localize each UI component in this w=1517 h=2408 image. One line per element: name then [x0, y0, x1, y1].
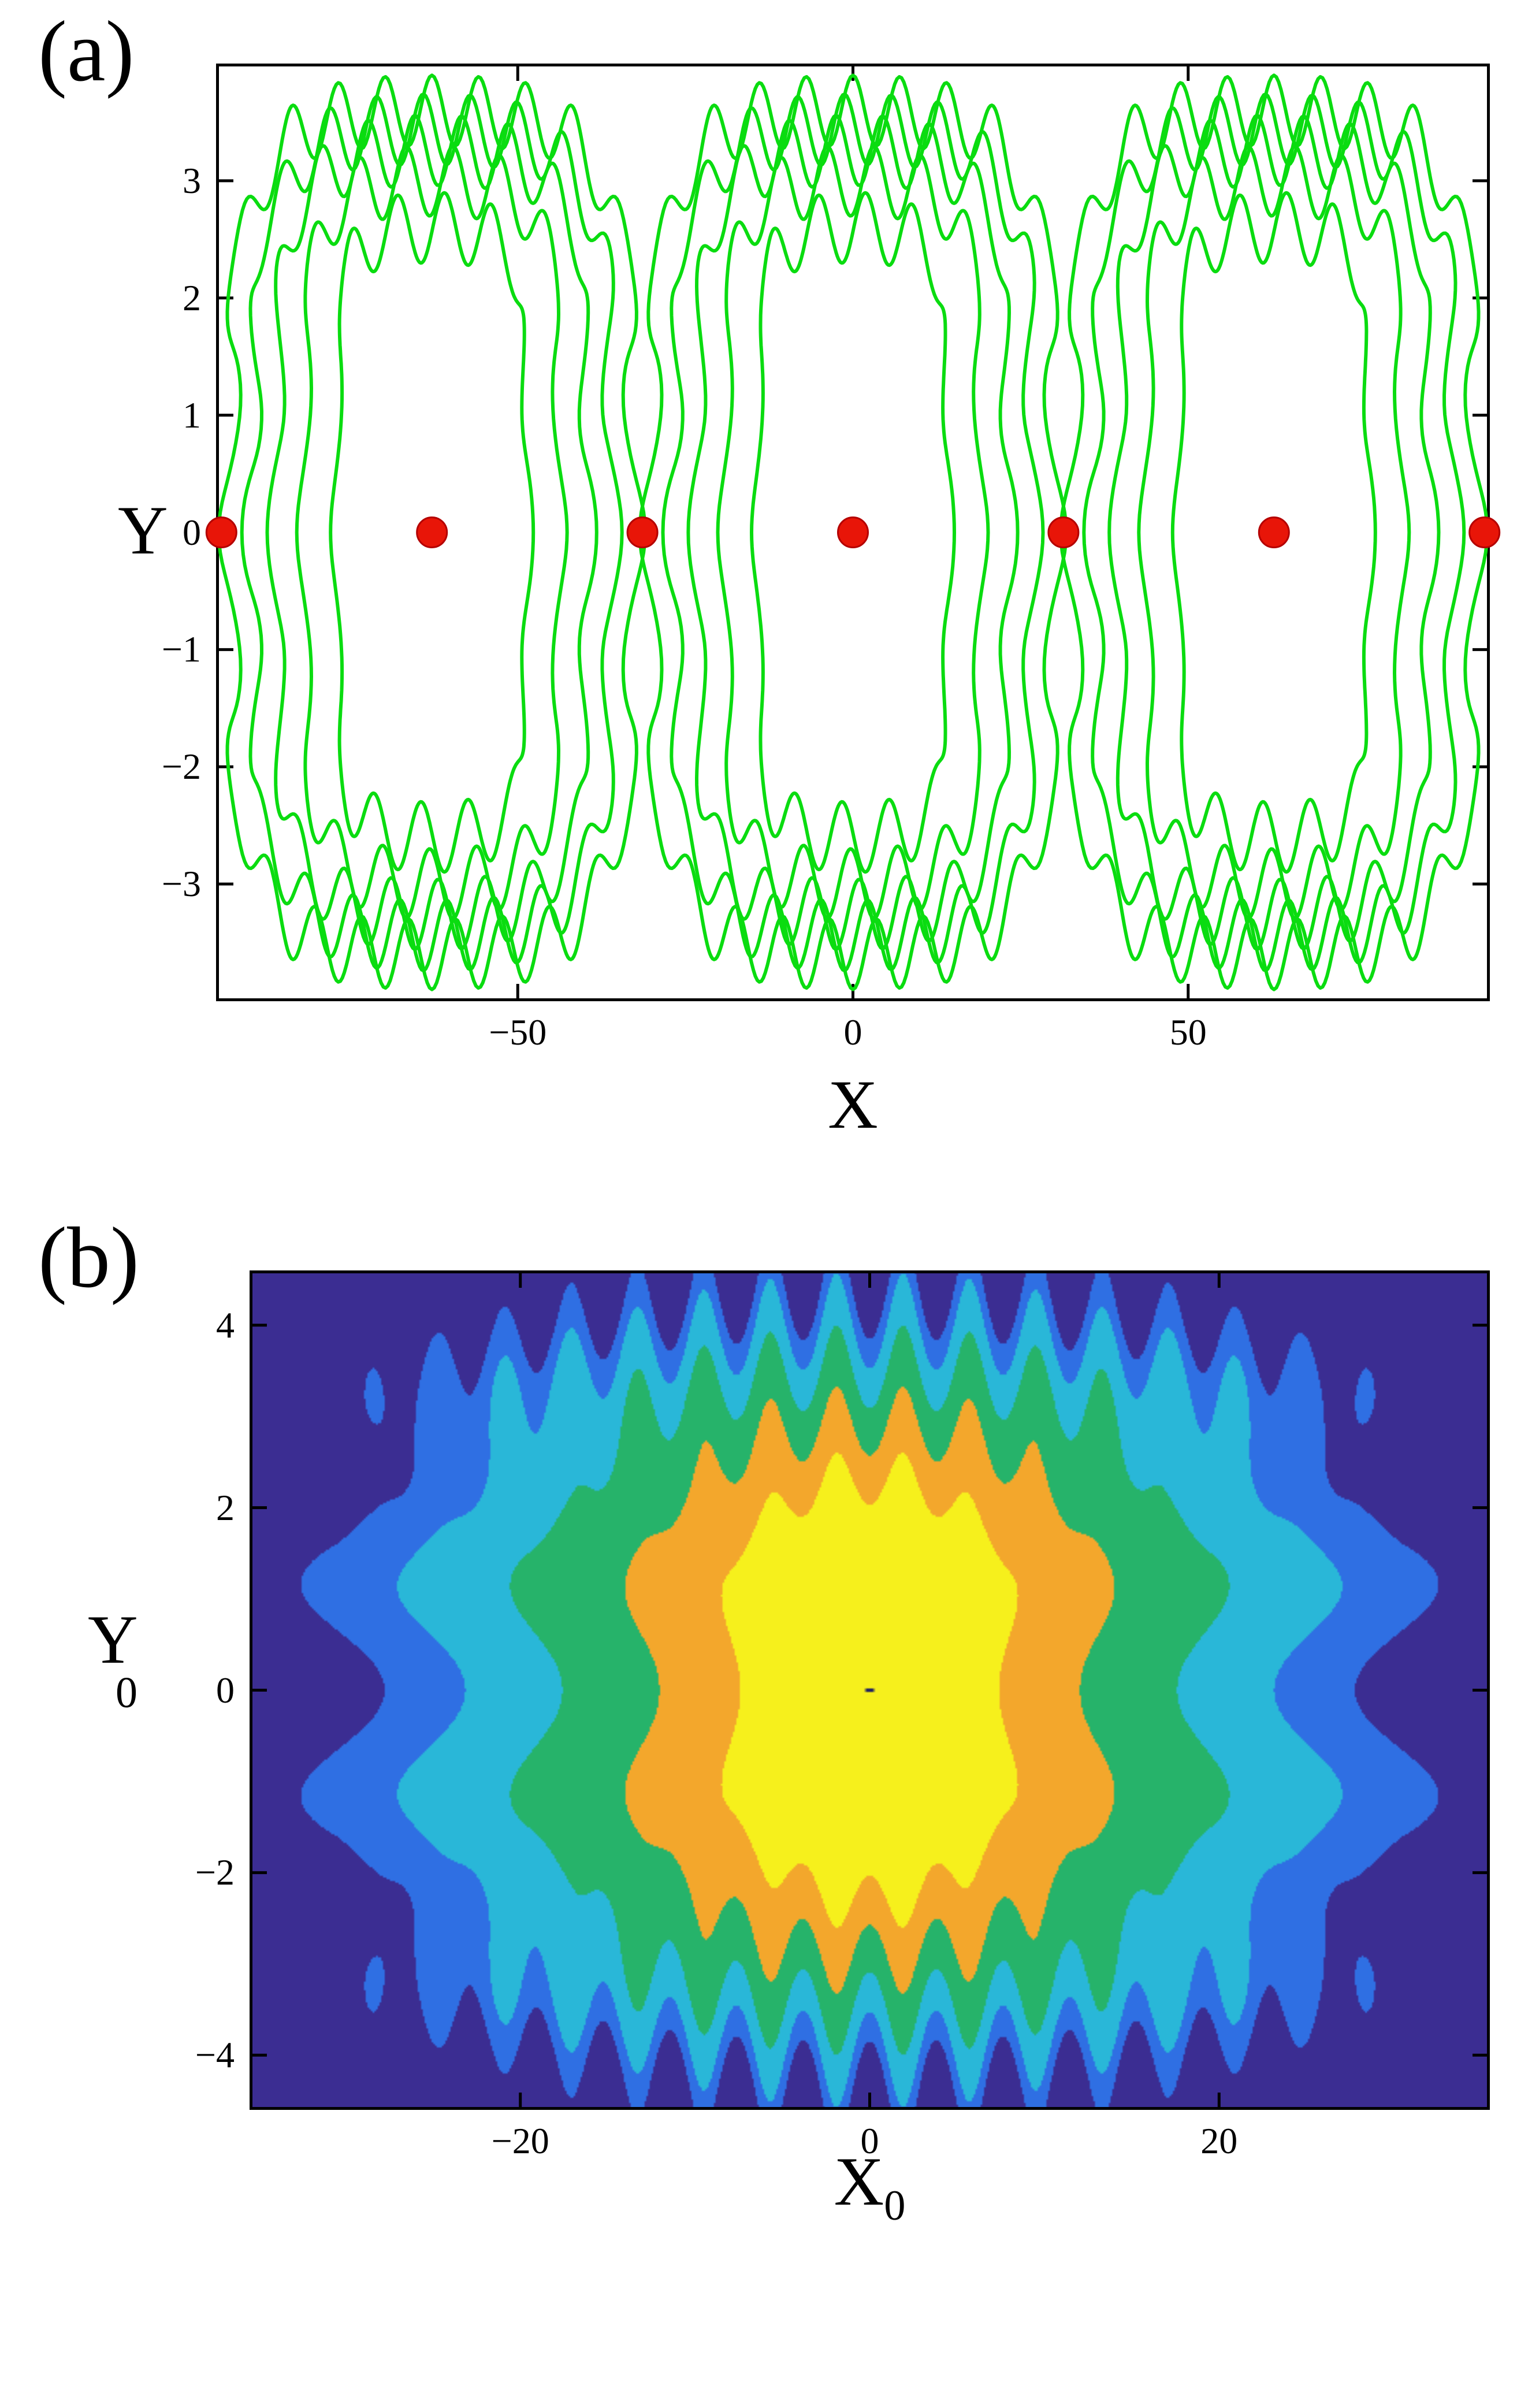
panel-a-y-tick-label: −3 [161, 863, 201, 905]
panel-b-x-tick-label: −20 [491, 2120, 549, 2161]
panel-a-x-tick-label: −50 [489, 1012, 547, 1053]
trajectory-curve [1170, 191, 1377, 874]
panel-b-x-axis-label-subscript: 0 [884, 2182, 906, 2230]
panel-a-y-tick-label: 0 [183, 511, 201, 553]
trajectory-curve [240, 92, 624, 973]
panel-b-label: (b) [38, 1210, 139, 1306]
panel-b-axes-overlay [250, 1270, 1490, 2110]
panel-b-y-tick-label: 4 [216, 1304, 235, 1346]
trajectory-curve [295, 144, 569, 920]
trajectory-curve [686, 113, 1020, 952]
panel-a-y-tick-label: −2 [161, 746, 201, 787]
panel-a-plot-area [205, 64, 1501, 1001]
panel-a-x-axis-label: X [216, 1070, 1490, 1139]
fixed-point-marker [837, 516, 869, 548]
panel-a-y-tick-label: 3 [183, 159, 201, 201]
panel-b-y-tick-label: 2 [216, 1487, 235, 1528]
panel-b-contour-canvas [250, 1270, 1490, 2110]
panel-b-x-tick-label: 0 [860, 2120, 879, 2161]
panel-b-y-tick-label: −2 [195, 1852, 235, 1893]
trajectory-curve [716, 144, 990, 920]
trajectory-curve [661, 92, 1045, 973]
fixed-point-marker [1258, 516, 1290, 548]
panel-b-y-axis-label-text: Y [88, 1601, 138, 1678]
panel-a-label: (a) [38, 3, 135, 99]
panel-a-trajectories-svg [205, 64, 1501, 1001]
panel-b-y-tick-label: −4 [195, 2034, 235, 2076]
panel-a-y-axis-label: Y [118, 496, 168, 565]
trajectory-curve [1107, 113, 1441, 952]
panel-b-y-axis-label-subscript: 0 [116, 1668, 137, 1717]
panel-b-plot-area [250, 1270, 1490, 2110]
trajectory-curve [750, 191, 956, 874]
panel-a-x-axis-label-text: X [828, 1066, 878, 1143]
panel-a-y-tick-label: 2 [183, 277, 201, 318]
fixed-point-marker [416, 516, 448, 548]
axes-box [250, 1270, 1490, 2110]
fixed-point-marker [205, 516, 237, 548]
trajectory-curve [1137, 144, 1411, 920]
trajectory-curve [1082, 92, 1466, 973]
panel-a-y-tick-label: −1 [161, 629, 201, 670]
panel-a-y-axis-label-text: Y [118, 492, 168, 568]
panel-b-y-axis-label: Y 0 [88, 1605, 138, 1715]
fixed-point-marker [1047, 516, 1080, 548]
trajectory-curve [217, 73, 647, 991]
panel-a-y-tick-label: 1 [183, 394, 201, 436]
trajectory-curve [638, 73, 1068, 991]
panel-a-x-tick-label: 0 [843, 1012, 862, 1053]
fixed-point-marker [1468, 516, 1501, 548]
panel-a-x-tick-label: 50 [1169, 1012, 1207, 1053]
trajectory-curve [265, 113, 598, 952]
panel-b-x-axis-label-text: X [834, 2143, 884, 2220]
fixed-point-marker [626, 516, 659, 548]
panel-b-y-tick-label: 0 [216, 1669, 235, 1711]
trajectory-curve [329, 191, 536, 874]
panel-b-x-tick-label: 20 [1200, 2120, 1238, 2161]
panel-b-x-axis-label: X0 [250, 2147, 1490, 2230]
trajectory-curve [1059, 73, 1489, 991]
